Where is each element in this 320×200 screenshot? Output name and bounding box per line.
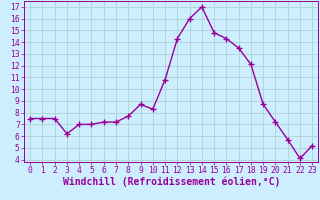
X-axis label: Windchill (Refroidissement éolien,°C): Windchill (Refroidissement éolien,°C) bbox=[62, 177, 280, 187]
